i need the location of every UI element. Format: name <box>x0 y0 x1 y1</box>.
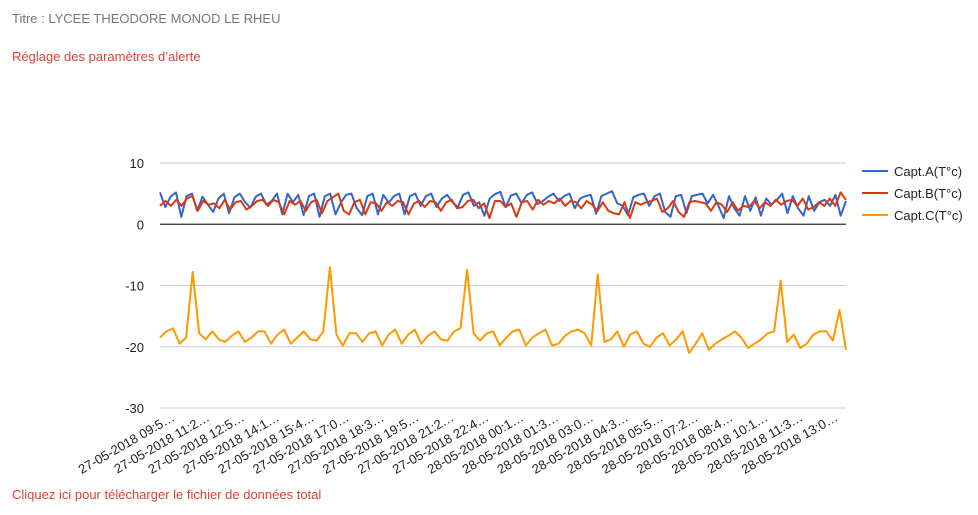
legend-label: Capt.A(T°c) <box>894 164 962 179</box>
y-tick-label: 0 <box>137 217 144 232</box>
y-tick-label: -10 <box>125 279 144 294</box>
series-line-3 <box>159 266 847 354</box>
y-tick-label: -20 <box>125 340 144 355</box>
y-tick-label: -30 <box>125 401 144 416</box>
y-axis-ticks: 10 0 -10 -20 -30 <box>125 156 144 416</box>
series-line-2 <box>159 191 847 220</box>
page-title: Titre : LYCEE THEODORE MONOD LE RHEU <box>12 11 281 26</box>
x-axis-ticks: 27-05-2018 09:5…27-05-2018 11:2…27-05-20… <box>76 410 840 477</box>
download-data-link[interactable]: Cliquez ici pour télécharger le fichier … <box>12 487 322 502</box>
chart-legend: Capt.A(T°c) Capt.B(T°c) Capt.C(T°c) <box>862 164 963 223</box>
legend-label: Capt.C(T°c) <box>894 208 963 223</box>
alert-settings-link[interactable]: Réglage des paramètres d’alerte <box>12 49 201 64</box>
y-tick-label: 10 <box>130 156 144 171</box>
legend-label: Capt.B(T°c) <box>894 186 962 201</box>
chart-series <box>159 190 847 354</box>
chart-gridlines <box>160 162 846 409</box>
